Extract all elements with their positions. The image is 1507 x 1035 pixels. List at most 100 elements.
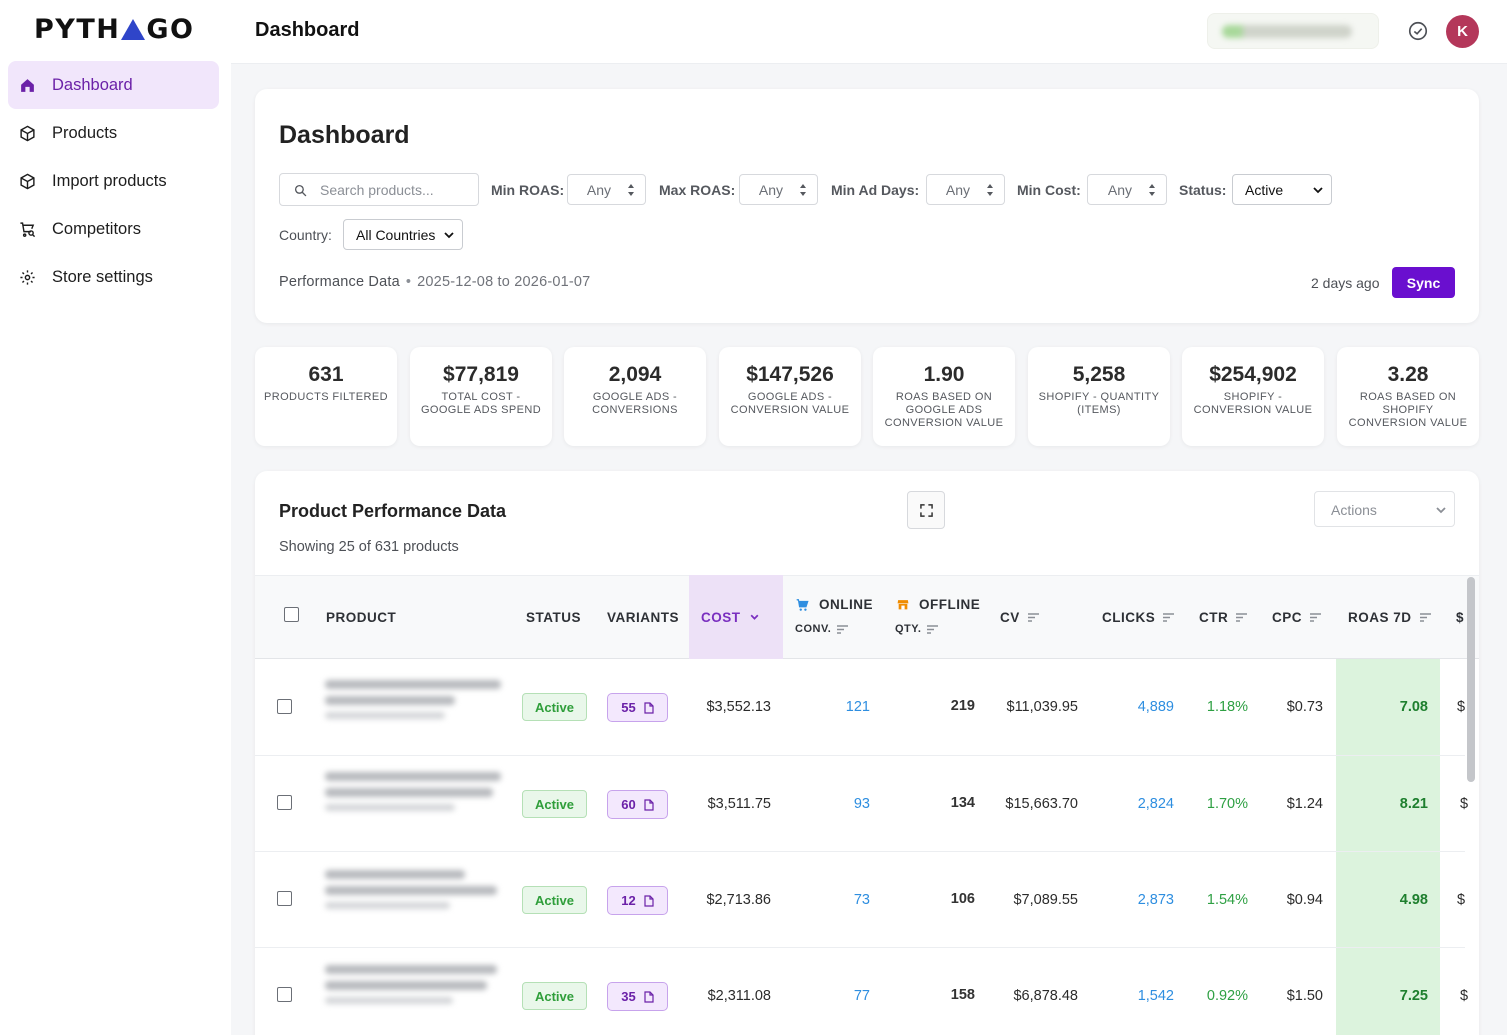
- check-circle-icon[interactable]: [1407, 20, 1429, 42]
- document-icon: [644, 894, 654, 907]
- sort-icon[interactable]: [1236, 613, 1248, 622]
- cost-value: $3,552.13: [706, 699, 771, 715]
- country-label: Country:: [279, 227, 332, 243]
- column-header-product[interactable]: PRODUCT: [326, 610, 397, 625]
- min-ad-days-label: Min Ad Days:: [831, 182, 920, 198]
- status-label: Status:: [1179, 182, 1227, 198]
- column-header-offline[interactable]: OFFLINE: [896, 597, 980, 612]
- cpc-value: $1.24: [1286, 796, 1323, 812]
- column-header-variants[interactable]: VARIANTS: [607, 610, 680, 625]
- status-badge: Active: [522, 790, 587, 818]
- cost-value: $2,713.86: [706, 892, 771, 908]
- next-column-value: $: [1457, 892, 1466, 908]
- cart-icon: [796, 598, 809, 611]
- column-header-next[interactable]: $: [1456, 610, 1465, 625]
- stat-label: Total Cost - Google Ads Spend: [420, 391, 542, 416]
- table-subtitle: Showing 25 of 631 products: [279, 539, 459, 555]
- stepper-icon[interactable]: [627, 183, 635, 197]
- column-header-ctr[interactable]: CTR: [1199, 610, 1248, 625]
- stat-label: Products Filtered: [264, 391, 388, 403]
- stepper-icon[interactable]: [1148, 183, 1156, 197]
- online-conv-value[interactable]: 73: [853, 892, 870, 908]
- select-all-checkbox[interactable]: [284, 607, 299, 622]
- search-input[interactable]: [320, 174, 470, 205]
- stat-value: $147,526: [746, 363, 834, 386]
- sort-icon[interactable]: [837, 624, 849, 634]
- clicks-value[interactable]: 2,873: [1137, 892, 1174, 908]
- column-header-clicks[interactable]: CLICKS: [1102, 610, 1175, 625]
- sync-button[interactable]: Sync: [1392, 267, 1455, 298]
- row-checkbox[interactable]: [277, 795, 292, 810]
- product-name-redacted[interactable]: [325, 965, 501, 1011]
- sidebar-item-dashboard[interactable]: Dashboard: [8, 61, 219, 109]
- clicks-value[interactable]: 2,824: [1137, 796, 1174, 812]
- variants-badge[interactable]: 35: [607, 982, 668, 1011]
- store-selector[interactable]: [1207, 13, 1379, 49]
- row-checkbox[interactable]: [277, 699, 292, 714]
- sort-icon[interactable]: [1163, 613, 1175, 622]
- max-roas-label: Max ROAS:: [659, 182, 736, 198]
- variants-badge[interactable]: 60: [607, 790, 668, 819]
- min-ad-days-value: Any: [945, 182, 970, 198]
- next-column-value: $: [1460, 796, 1469, 812]
- sort-icon[interactable]: [1419, 613, 1431, 622]
- country-select[interactable]: All Countries: [343, 219, 463, 250]
- row-checkbox[interactable]: [277, 891, 292, 906]
- stat-value: 5,258: [1072, 363, 1126, 386]
- table-row[interactable]: [255, 852, 1465, 948]
- logo-text-right: GO: [146, 14, 195, 45]
- cv-value: $6,878.48: [1013, 988, 1078, 1004]
- column-header-cpc[interactable]: CPC: [1272, 610, 1322, 625]
- product-name-redacted[interactable]: [325, 680, 501, 726]
- table-row[interactable]: [255, 660, 1465, 756]
- status-select[interactable]: Active: [1232, 174, 1332, 205]
- roas-7d-value: 8.21: [1399, 796, 1428, 812]
- column-header-status[interactable]: STATUS: [526, 610, 581, 625]
- sort-icon[interactable]: [1027, 613, 1039, 622]
- product-name-redacted[interactable]: [325, 772, 501, 818]
- table-header: [255, 575, 1479, 659]
- sort-icon[interactable]: [1310, 613, 1322, 622]
- min-cost-input[interactable]: Any: [1087, 174, 1167, 205]
- cv-value: $7,089.55: [1013, 892, 1078, 908]
- sidebar-item-competitors[interactable]: Competitors: [8, 205, 219, 253]
- column-header-cv[interactable]: CV: [1000, 610, 1039, 625]
- min-roas-input[interactable]: Any: [567, 174, 646, 205]
- expand-icon: [920, 504, 933, 517]
- chevron-down-icon: [444, 232, 454, 239]
- sort-icon[interactable]: [927, 624, 939, 634]
- row-checkbox[interactable]: [277, 987, 292, 1002]
- avatar[interactable]: K: [1446, 15, 1479, 48]
- clicks-value[interactable]: 4,889: [1137, 699, 1174, 715]
- stepper-icon[interactable]: [799, 183, 807, 197]
- column-header-roas-7d[interactable]: ROAS 7D: [1348, 610, 1431, 625]
- actions-select[interactable]: Actions: [1314, 491, 1455, 527]
- max-roas-input[interactable]: Any: [739, 174, 818, 205]
- table-scrollbar[interactable]: [1467, 577, 1475, 782]
- column-header-cost[interactable]: COST: [701, 610, 760, 625]
- box-icon: [18, 172, 36, 190]
- variants-badge[interactable]: 55: [607, 693, 668, 722]
- pythago-logo[interactable]: PYTH GO: [34, 14, 194, 45]
- variants-badge[interactable]: 12: [607, 886, 668, 915]
- online-conv-value[interactable]: 77: [853, 988, 870, 1004]
- stepper-icon[interactable]: [986, 183, 994, 197]
- clicks-value[interactable]: 1,542: [1137, 988, 1174, 1004]
- stat-value: 2,094: [608, 363, 662, 386]
- search-box: [279, 173, 479, 206]
- min-ad-days-input[interactable]: Any: [926, 174, 1005, 205]
- online-conv-value[interactable]: 93: [853, 796, 870, 812]
- sidebar-item-import-products[interactable]: Import products: [8, 157, 219, 205]
- min-roas-value: Any: [586, 182, 611, 198]
- sidebar-item-store-settings[interactable]: Store settings: [8, 253, 219, 301]
- cpc-value: $0.94: [1286, 892, 1323, 908]
- table-title: Product Performance Data: [279, 501, 507, 521]
- online-conv-value[interactable]: 121: [845, 699, 870, 715]
- table-row[interactable]: [255, 756, 1465, 852]
- min-cost-value: Any: [1107, 182, 1132, 198]
- sidebar-item-products[interactable]: Products: [8, 109, 219, 157]
- min-cost-label: Min Cost:: [1017, 182, 1081, 198]
- fullscreen-button[interactable]: [907, 491, 945, 529]
- product-name-redacted[interactable]: [325, 870, 501, 916]
- column-header-online[interactable]: ONLINE: [795, 597, 873, 612]
